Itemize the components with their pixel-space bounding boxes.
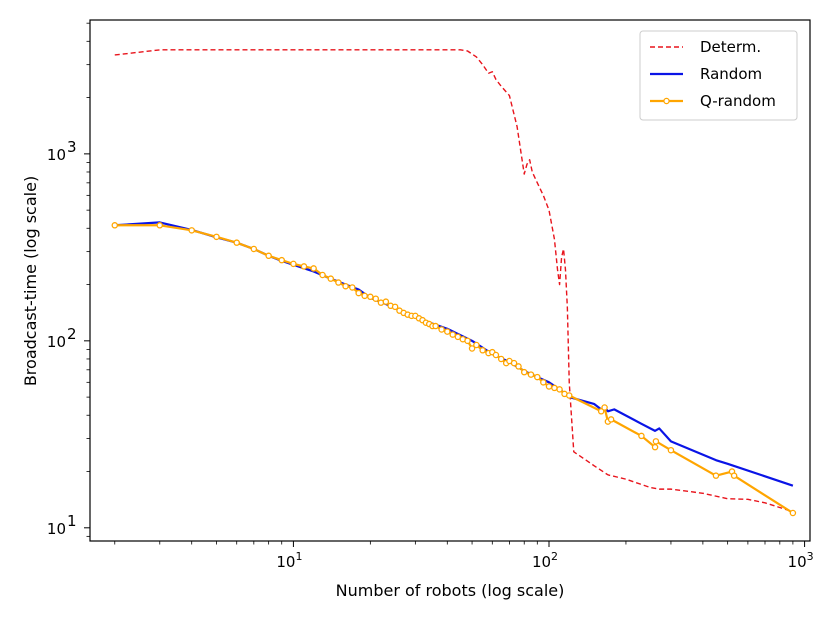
data-point — [342, 282, 349, 290]
data-point — [361, 292, 368, 300]
legend-label: Q-random — [700, 92, 776, 110]
series-line-random — [114, 221, 794, 487]
data-point — [265, 252, 272, 260]
y-tick-exponent: 2 — [67, 325, 77, 343]
y-tick-exponent: 1 — [67, 512, 77, 530]
data-point — [454, 333, 462, 341]
data-point — [534, 373, 541, 381]
y-tick-label: 10 — [47, 333, 66, 351]
data-point — [730, 472, 738, 479]
y-axis-label: Broadcast-time (log scale) — [21, 176, 40, 386]
data-point — [327, 275, 335, 282]
legend-label: Determ. — [700, 38, 761, 56]
data-point — [188, 227, 195, 234]
data-point — [520, 368, 528, 376]
data-point — [497, 355, 505, 363]
data-point — [233, 239, 240, 246]
data-point — [565, 392, 573, 399]
data-point — [444, 328, 451, 335]
data-point — [156, 222, 164, 229]
data-point — [391, 303, 399, 311]
data-point — [250, 245, 258, 253]
legend-label: Random — [700, 65, 762, 83]
data-point — [510, 359, 518, 367]
data-point — [607, 416, 615, 423]
data-point — [492, 351, 500, 359]
data-point — [300, 263, 308, 270]
data-point — [449, 331, 456, 338]
data-point — [290, 260, 297, 268]
data-point — [651, 443, 659, 451]
data-point — [473, 341, 480, 349]
series-line-determ- — [114, 49, 794, 513]
x-tick-label: 102 — [532, 550, 558, 571]
data-point — [545, 383, 553, 390]
data-point — [438, 326, 445, 333]
data-point — [527, 371, 535, 378]
data-point — [712, 472, 720, 479]
y-tick-exponent: 3 — [67, 138, 77, 156]
data-point — [638, 432, 645, 440]
data-point — [601, 404, 608, 411]
x-tick-label: 101 — [276, 550, 302, 571]
data-point — [540, 379, 547, 386]
data-point — [652, 438, 660, 445]
data-point — [367, 293, 374, 301]
data-point — [556, 386, 563, 393]
data-point — [111, 222, 119, 229]
data-point — [551, 384, 558, 392]
data-point — [349, 284, 356, 291]
data-point — [335, 279, 342, 286]
data-point — [789, 509, 797, 517]
data-point — [432, 322, 439, 330]
series-layer — [111, 49, 797, 517]
data-point — [515, 363, 522, 370]
data-point — [382, 298, 390, 305]
data-point — [310, 265, 317, 272]
x-tick-label: 103 — [788, 550, 814, 571]
data-point — [213, 233, 220, 241]
data-point — [355, 289, 362, 297]
data-point — [597, 408, 605, 415]
series-line-q-random — [114, 224, 794, 514]
data-point — [468, 345, 476, 352]
y-tick-label: 10 — [47, 520, 66, 538]
legend-marker — [663, 97, 670, 105]
data-point — [464, 337, 471, 345]
data-point — [667, 446, 675, 454]
plot-frame — [89, 19, 811, 542]
legend: Determ. Random Q-random — [639, 30, 798, 121]
x-axis-label: Number of robots (log scale) — [336, 581, 565, 600]
legend-items: Determ. Random Q-random — [650, 38, 776, 110]
y-tick-label: 10 — [47, 146, 66, 164]
data-point — [319, 271, 326, 279]
legend-box — [639, 30, 798, 121]
data-point — [479, 347, 486, 354]
data-point — [372, 295, 380, 302]
data-point — [278, 256, 285, 264]
